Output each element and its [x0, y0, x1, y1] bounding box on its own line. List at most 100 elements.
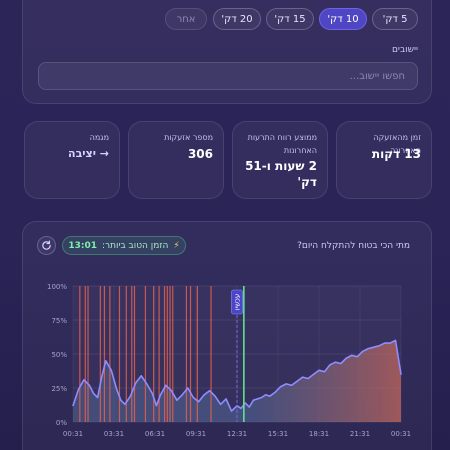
y-tick-label: 25% [51, 385, 67, 393]
series-point [170, 390, 172, 392]
series-point [135, 381, 137, 384]
series-point [280, 386, 282, 388]
series-point [120, 399, 122, 401]
y-tick-label: 0% [56, 419, 67, 427]
series-point [72, 405, 74, 407]
series-point [318, 369, 320, 371]
series-point [110, 369, 112, 371]
stat-last-alert-value: 13 דקות [371, 147, 421, 161]
series-point [389, 342, 391, 344]
series-point [129, 395, 131, 397]
series-point [378, 345, 380, 347]
series-point [248, 406, 250, 408]
series-point [209, 390, 211, 392]
time-filter-15[interactable]: 15 דק' [266, 8, 314, 30]
y-tick-label: 50% [51, 351, 67, 359]
series-point [384, 342, 386, 344]
series-point [367, 347, 369, 350]
series-point [252, 399, 254, 401]
series-point [140, 375, 142, 377]
x-tick-label: 03:31 [104, 430, 124, 438]
now-marker-label: עכשיו [234, 294, 242, 311]
series-point [105, 360, 107, 362]
settlements-label: יישובים [391, 45, 418, 55]
series-point [291, 384, 293, 386]
series-point [340, 362, 342, 365]
series-point [334, 361, 336, 363]
x-tick-label: 21:31 [350, 430, 370, 438]
series-point [225, 398, 227, 400]
series-point [159, 394, 162, 396]
series-point [351, 354, 353, 356]
best-time-badge: ⚡ הזמן הטוב ביותר: 13:01 [62, 236, 186, 255]
now-marker [231, 289, 243, 315]
stat-alert-count: מספר אזעקות 306 [128, 121, 224, 199]
series-point [124, 403, 126, 405]
time-filter-5[interactable]: 5 דק' [372, 8, 418, 30]
stat-last-alert: זמן מהאזעקה האחרונה 13 דקות [336, 121, 432, 199]
series-point [356, 356, 358, 358]
settlement-search-input[interactable] [38, 62, 418, 90]
x-tick-label: 09:31 [186, 430, 206, 438]
stat-last-alert-label: זמן מהאזעקה האחרונה [373, 133, 421, 155]
time-filter-10[interactable]: 10 דק' [319, 8, 367, 30]
series-point [345, 357, 347, 359]
series-point [88, 384, 90, 386]
series-point [165, 384, 167, 386]
stat-alert-count-value: 306 [187, 147, 213, 161]
chart-question: מתי הכי בטוח להתקלח היום? [297, 241, 410, 251]
x-tick-label: 15:31 [268, 430, 288, 438]
stat-average-gap-value: 2 שעות ו-51 דק' [245, 159, 317, 189]
best-time-label: הזמן הטוב ביותר: [101, 240, 169, 251]
series-point [176, 399, 178, 401]
series-point [312, 373, 315, 375]
series-point [83, 379, 85, 381]
series-point [101, 376, 103, 378]
series-point [323, 371, 326, 373]
series-point [214, 395, 216, 397]
time-filter-other[interactable]: אחר [165, 8, 207, 30]
series-point [187, 387, 189, 389]
series-point [146, 383, 148, 385]
series-point [261, 396, 263, 399]
series-point [151, 392, 153, 395]
refresh-button[interactable] [37, 236, 56, 255]
series-point [274, 391, 276, 393]
series-point [296, 380, 298, 382]
stat-alert-count-label: מספר אזעקות [164, 133, 213, 142]
x-tick-label: 18:31 [309, 430, 329, 438]
x-tick-label: 06:31 [145, 430, 165, 438]
series-point [92, 392, 95, 395]
series-point [362, 350, 364, 352]
best-time-value: 13:01 [68, 240, 97, 251]
series-point [203, 394, 205, 396]
series-point [244, 402, 246, 404]
series-point [285, 383, 287, 385]
series-point [400, 373, 402, 375]
series-point [240, 407, 242, 409]
series-point [329, 364, 331, 366]
series-point [394, 339, 397, 341]
y-tick-label: 100% [47, 283, 67, 291]
series-point [265, 394, 267, 396]
series-point [192, 396, 194, 399]
x-tick-label: 00:31 [63, 430, 83, 438]
series-point [269, 395, 271, 397]
stat-trend-value: → יציבה [68, 147, 109, 160]
series-point [256, 398, 259, 400]
stat-average-gap-label: ממוצע רווח התרעות האחרונות [247, 133, 317, 155]
series-point [181, 394, 183, 396]
lightning-icon: ⚡ [173, 240, 180, 251]
refresh-icon [42, 240, 51, 250]
time-filter-20[interactable]: 20 דק' [213, 8, 261, 30]
series-point [155, 405, 157, 407]
stat-average-gap: ממוצע רווח התרעות האחרונות 2 שעות ו-51 ד… [232, 121, 328, 199]
y-tick-label: 75% [51, 317, 67, 325]
stat-trend: מגמה → יציבה [24, 121, 120, 199]
series-point [230, 410, 233, 412]
series-point [373, 346, 375, 348]
series-point [302, 376, 304, 378]
series-point [220, 403, 222, 405]
x-tick-label: 00:31 [391, 430, 411, 438]
